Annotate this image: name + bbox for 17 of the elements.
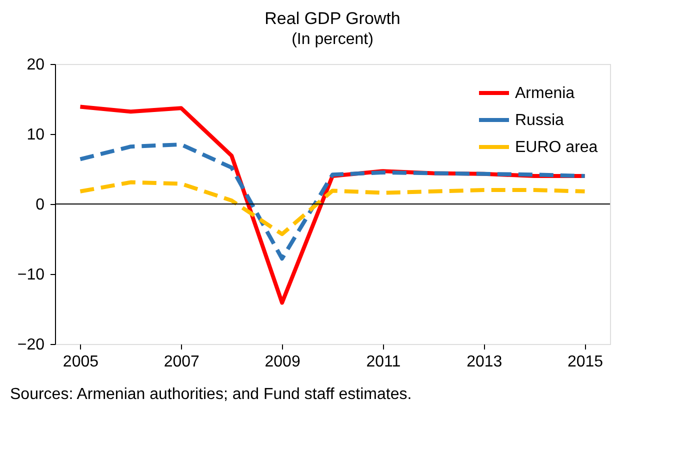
chart-title: Real GDP Growth bbox=[264, 9, 400, 28]
x-tick-label: 2005 bbox=[62, 354, 99, 370]
source-note: Sources: Armenian authorities; and Fund staff estimates. bbox=[10, 386, 412, 403]
legend-label: EURO area bbox=[515, 139, 598, 156]
x-tick-label: 2015 bbox=[567, 354, 604, 370]
x-tick-label: 2009 bbox=[264, 354, 300, 370]
y-tick-label: 20 bbox=[26, 56, 45, 74]
legend-label: Russia bbox=[515, 112, 564, 129]
x-tick-label: 2007 bbox=[164, 354, 200, 370]
chart-subtitle: (In percent) bbox=[292, 31, 374, 48]
y-tick-label: 0 bbox=[36, 196, 45, 214]
y-tick-label: 10 bbox=[26, 126, 45, 144]
y-tick-label: −10 bbox=[17, 266, 45, 284]
x-tick-label: 2011 bbox=[366, 354, 401, 370]
legend-label: Armenia bbox=[515, 85, 575, 102]
x-tick-label: 2013 bbox=[466, 354, 502, 370]
y-tick-label: −20 bbox=[17, 336, 45, 354]
